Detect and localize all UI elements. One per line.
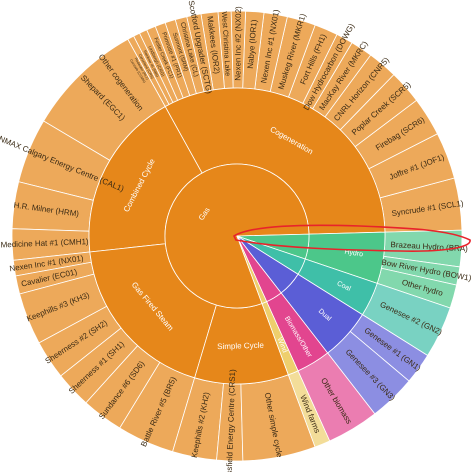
leaf-label-medicine-hat-1-cmh1: Medicine Hat #1 (CMH1) [0,237,89,249]
leaf-label-nexen-inc-2-nx02: Nexen Inc #2 (NX02) [233,6,242,81]
middle-ring [88,87,386,385]
middle-label-hydro: Hydro [344,249,364,259]
red-highlight-annotation [232,224,471,252]
leaf-label-crossfield-energy-centre-crs1: Crossfield Energy Centre (CRS1) [224,369,237,472]
inner-segment-wind[interactable] [236,235,268,305]
inner-ring [164,163,310,309]
middle-label-simple-cycle: Simple Cycle [217,341,264,352]
leaf-label-brazeau-hydro-bra: Brazeau Hydro (BRA) [390,240,468,253]
leaf-label-west-christina-lake: West Christina Lake [220,11,233,76]
leaf-label-nabye-ior1: Nabye (IOR1) [246,19,259,69]
leaf-ring [11,10,463,462]
